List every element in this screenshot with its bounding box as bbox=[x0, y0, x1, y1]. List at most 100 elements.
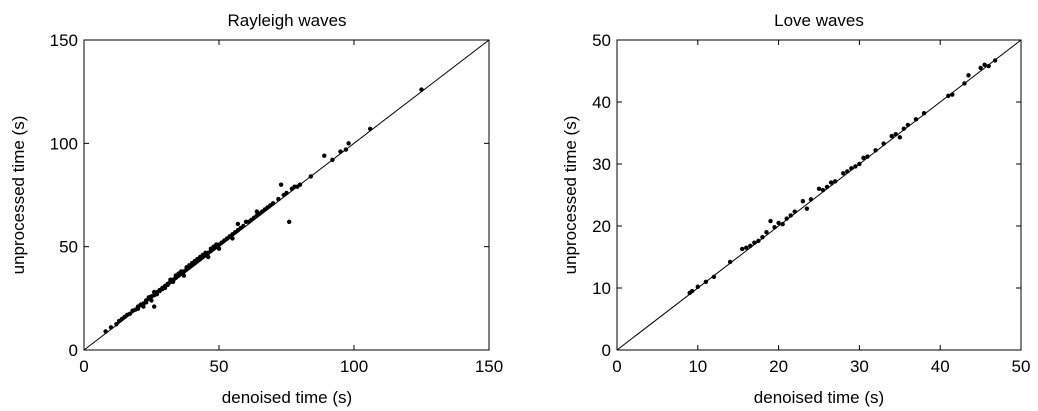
love-data-point bbox=[921, 110, 927, 116]
rayleigh-data-point bbox=[152, 304, 157, 309]
rayleigh-data-point bbox=[322, 153, 327, 158]
rayleigh-axes-box bbox=[83, 39, 490, 351]
love-y-tick-label: 50 bbox=[592, 31, 611, 50]
love-xlabel: denoised time (s) bbox=[754, 388, 884, 407]
love-title: Love waves bbox=[774, 11, 864, 30]
love-data-point bbox=[768, 218, 773, 224]
love-data-point bbox=[760, 234, 765, 240]
love-data-point bbox=[784, 216, 789, 221]
rayleigh-data-point bbox=[346, 141, 351, 146]
rayleigh-xlabel: denoised time (s) bbox=[222, 388, 352, 407]
love-data-point bbox=[756, 238, 761, 244]
rayleigh-y-tick-label: 50 bbox=[59, 238, 78, 257]
love-y-tick-label: 30 bbox=[592, 155, 611, 174]
love-x-tick-label: 20 bbox=[769, 357, 788, 376]
love-data-point bbox=[788, 213, 793, 218]
rayleigh-data-point bbox=[143, 300, 149, 305]
rayleigh-data-point bbox=[162, 285, 168, 291]
love-data-point bbox=[901, 126, 907, 131]
love-data-point bbox=[966, 73, 971, 78]
love-data-point bbox=[748, 243, 753, 249]
love-data-point bbox=[828, 180, 834, 185]
love-data-point bbox=[853, 164, 858, 169]
rayleigh-data-point bbox=[235, 221, 241, 227]
rayleigh-panel: Rayleigh waves 0 50 100 150 0 50 100 150 denoi… bbox=[9, 11, 503, 407]
love-data-point bbox=[893, 132, 898, 137]
love-panel: Love waves 0 10 20 30 40 50 0 10 20 30 40 50 denoi… bbox=[561, 11, 1030, 407]
love-points bbox=[687, 58, 998, 296]
love-data-point bbox=[857, 161, 862, 167]
love-data-point bbox=[740, 246, 745, 252]
rayleigh-data-point bbox=[297, 182, 303, 187]
love-data-point bbox=[820, 187, 826, 193]
rayleigh-data-point bbox=[181, 273, 187, 278]
love-y-tick-label: 10 bbox=[592, 279, 611, 298]
love-data-point bbox=[845, 169, 850, 174]
rayleigh-data-point bbox=[284, 190, 289, 196]
rayleigh-data-point bbox=[276, 196, 281, 202]
rayleigh-data-point bbox=[127, 311, 133, 317]
love-data-point bbox=[889, 133, 894, 139]
rayleigh-y-tick-label: 0 bbox=[69, 341, 78, 360]
rayleigh-data-point bbox=[170, 279, 176, 284]
love-x-ticks: 0 10 20 30 40 50 bbox=[612, 40, 1030, 376]
love-data-point bbox=[808, 197, 814, 202]
love-data-point bbox=[772, 225, 777, 230]
love-data-point bbox=[946, 93, 951, 99]
rayleigh-data-point bbox=[135, 306, 141, 311]
rayleigh-data-point bbox=[287, 219, 292, 225]
rayleigh-points bbox=[103, 87, 424, 334]
love-identity-line bbox=[616, 39, 1022, 351]
love-data-point bbox=[727, 259, 733, 265]
love-data-point bbox=[832, 179, 838, 184]
love-data-point bbox=[841, 171, 846, 176]
rayleigh-data-point bbox=[103, 329, 108, 334]
rayleigh-data-point bbox=[338, 149, 343, 154]
love-y-ticks: 0 10 20 30 40 50 bbox=[592, 31, 1021, 360]
rayleigh-y-tick-label: 150 bbox=[50, 31, 78, 50]
love-data-point bbox=[992, 58, 998, 63]
love-data-point bbox=[978, 65, 983, 71]
love-data-point bbox=[873, 148, 878, 153]
rayleigh-data-point bbox=[216, 246, 222, 251]
rayleigh-data-point bbox=[278, 182, 284, 187]
love-data-point bbox=[780, 221, 785, 227]
rayleigh-x-tick-label: 0 bbox=[79, 357, 88, 376]
love-data-point bbox=[816, 186, 822, 191]
rayleigh-data-point bbox=[149, 298, 154, 303]
rayleigh-data-point bbox=[108, 325, 114, 330]
love-data-point bbox=[986, 63, 991, 69]
rayleigh-data-point bbox=[114, 321, 119, 327]
love-y-tick-label: 0 bbox=[602, 341, 611, 360]
love-data-point bbox=[703, 279, 709, 284]
love-data-point bbox=[776, 220, 781, 226]
rayleigh-data-point bbox=[165, 282, 170, 288]
rayleigh-ylabel: unprocessed time (s) bbox=[9, 116, 28, 275]
love-data-point bbox=[905, 122, 911, 128]
rayleigh-data-point bbox=[154, 292, 160, 297]
love-data-point bbox=[861, 155, 866, 160]
love-data-point bbox=[752, 240, 757, 245]
rayleigh-x-tick-label: 50 bbox=[210, 357, 229, 376]
love-data-point bbox=[881, 141, 886, 146]
love-data-point bbox=[764, 230, 769, 235]
love-ylabel: unprocessed time (s) bbox=[561, 116, 580, 275]
rayleigh-data-point bbox=[343, 147, 349, 152]
love-data-point bbox=[897, 135, 902, 140]
rayleigh-x-ticks: 0 50 100 150 bbox=[79, 40, 503, 376]
rayleigh-data-point bbox=[206, 254, 211, 260]
rayleigh-x-tick-label: 150 bbox=[475, 357, 503, 376]
rayleigh-y-ticks: 0 50 100 150 bbox=[50, 31, 489, 360]
love-data-point bbox=[982, 62, 987, 67]
love-data-point bbox=[913, 117, 919, 122]
rayleigh-y-tick-label: 100 bbox=[50, 134, 78, 153]
rayleigh-data-point bbox=[241, 223, 246, 229]
love-axes-box bbox=[616, 39, 1022, 351]
love-x-tick-label: 0 bbox=[612, 357, 621, 376]
love-data-point bbox=[711, 274, 717, 280]
love-y-tick-label: 20 bbox=[592, 217, 611, 236]
love-data-point bbox=[962, 81, 967, 86]
love-data-point bbox=[804, 206, 810, 211]
love-x-tick-label: 10 bbox=[688, 357, 707, 376]
